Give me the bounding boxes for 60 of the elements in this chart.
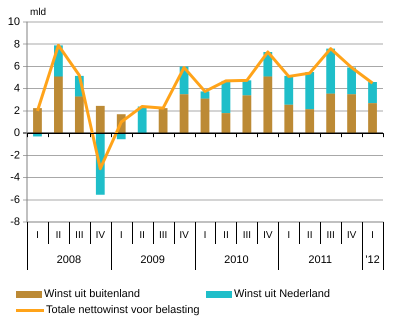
- text: 2011: [308, 254, 332, 266]
- bar: [242, 95, 252, 133]
- y-tick-label: -6: [10, 194, 20, 206]
- x-tick-label: IV: [179, 230, 190, 241]
- x-tick-label: I: [36, 230, 39, 241]
- bar: [200, 91, 210, 99]
- legend-label: Winst uit buitenland: [44, 288, 140, 300]
- text: 2010: [224, 254, 249, 266]
- bar: [242, 80, 252, 96]
- y-tick-label: 0: [14, 127, 20, 140]
- bar: [54, 76, 63, 133]
- bar: [200, 98, 210, 133]
- bar: [96, 106, 105, 133]
- x-tick-label: III: [75, 230, 84, 241]
- text: '12: [365, 254, 380, 266]
- bar: [305, 109, 314, 133]
- bar: [326, 48, 336, 94]
- x-tick-label: II: [139, 230, 145, 241]
- y-tick-label: -2: [10, 149, 20, 162]
- bar: [326, 94, 336, 133]
- legend-label: Totale nettowinst voor belasting: [46, 304, 200, 316]
- bar: [222, 80, 230, 114]
- y-tick-label: 2: [14, 104, 20, 117]
- x-tick-label: IV: [346, 230, 357, 241]
- text: 2009: [140, 254, 165, 266]
- bar: [347, 94, 356, 133]
- bar: [347, 68, 356, 94]
- x-tick-label: II: [306, 230, 312, 241]
- x-tick-label: III: [242, 230, 252, 241]
- x-tick-label: I: [120, 230, 123, 241]
- bar: [33, 108, 42, 133]
- y-tick-label: 6: [14, 60, 20, 72]
- bar: [368, 82, 377, 104]
- x-tick-label: I: [287, 230, 290, 241]
- bar: [305, 72, 314, 110]
- y-tick-label: -4: [10, 172, 20, 184]
- legend-label: Winst uit Nederland: [234, 288, 330, 300]
- x-tick-label: II: [56, 230, 62, 241]
- bar: [158, 108, 168, 133]
- bar: [368, 103, 377, 133]
- x-tick-label: III: [158, 230, 168, 241]
- bar: [74, 96, 84, 133]
- x-tick-label: IV: [96, 230, 106, 241]
- bar: [263, 76, 272, 133]
- bar: [33, 134, 42, 136]
- y-tick-label: 8: [14, 38, 20, 50]
- y-tick-label: 4: [14, 82, 20, 95]
- x-tick-label: I: [371, 230, 374, 241]
- bar: [180, 94, 188, 133]
- bar: [284, 76, 294, 105]
- y-tick-label: -8: [10, 216, 20, 228]
- x-tick-label: IV: [263, 230, 273, 241]
- text: 2008: [56, 254, 82, 266]
- bar: [284, 104, 294, 133]
- y-tick-label: 10: [8, 16, 20, 28]
- x-tick-label: II: [223, 230, 229, 241]
- x-tick-label: III: [326, 230, 335, 241]
- x-tick-label: I: [204, 230, 206, 241]
- y-axis-title: mld: [30, 7, 46, 18]
- bar: [222, 113, 230, 133]
